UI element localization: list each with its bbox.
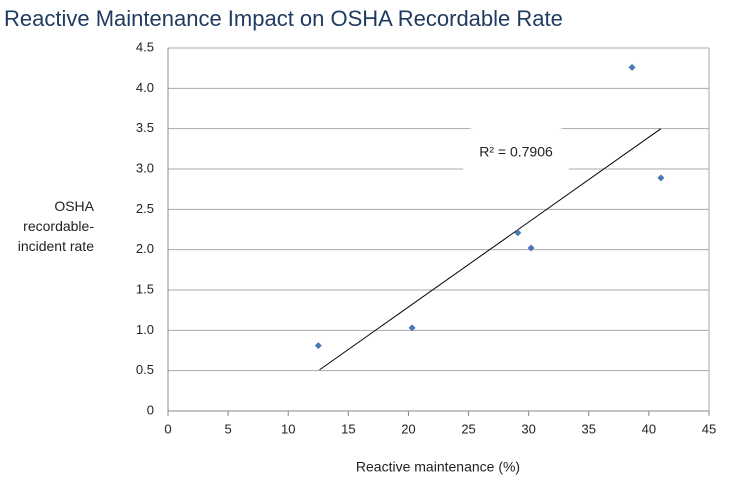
point xyxy=(628,63,636,71)
x-tick-label: 35 xyxy=(582,421,596,436)
point xyxy=(314,342,322,350)
y-tick-label: 3.5 xyxy=(136,120,154,135)
point xyxy=(527,244,535,252)
chart-title: Reactive Maintenance Impact on OSHA Reco… xyxy=(4,6,563,31)
x-tick-label: 30 xyxy=(521,421,535,436)
y-tick-label: 1.0 xyxy=(136,322,154,337)
point xyxy=(408,324,416,332)
y-tick-label: 3.0 xyxy=(136,160,154,175)
x-tick-label: 45 xyxy=(702,421,716,436)
x-tick-label: 40 xyxy=(642,421,656,436)
x-tick-label: 10 xyxy=(281,421,295,436)
x-tick-label: 15 xyxy=(341,421,355,436)
y-tick-label: 0 xyxy=(147,402,154,417)
y-tick-label: 0.5 xyxy=(136,362,154,377)
x-tick-label: 5 xyxy=(224,421,231,436)
x-tick-label: 20 xyxy=(401,421,415,436)
annotation: R² = 0.7906 xyxy=(479,144,553,160)
annotation-box xyxy=(462,128,570,176)
x-axis-title: Reactive maintenance (%) xyxy=(356,459,520,475)
point xyxy=(514,229,522,237)
y-tick-label: 2.5 xyxy=(136,201,154,216)
y-axis-title: OSHA recordable-incident rate xyxy=(17,198,94,254)
x-tick-label: 25 xyxy=(461,421,475,436)
trendline xyxy=(319,128,662,371)
y-tick-label: 2.0 xyxy=(136,241,154,256)
x-tick-label: 0 xyxy=(164,421,171,436)
y-tick-label: 4.0 xyxy=(136,80,154,95)
point xyxy=(657,174,665,182)
y-tick-label: 4.5 xyxy=(136,39,154,54)
y-tick-label: 1.5 xyxy=(136,281,154,296)
